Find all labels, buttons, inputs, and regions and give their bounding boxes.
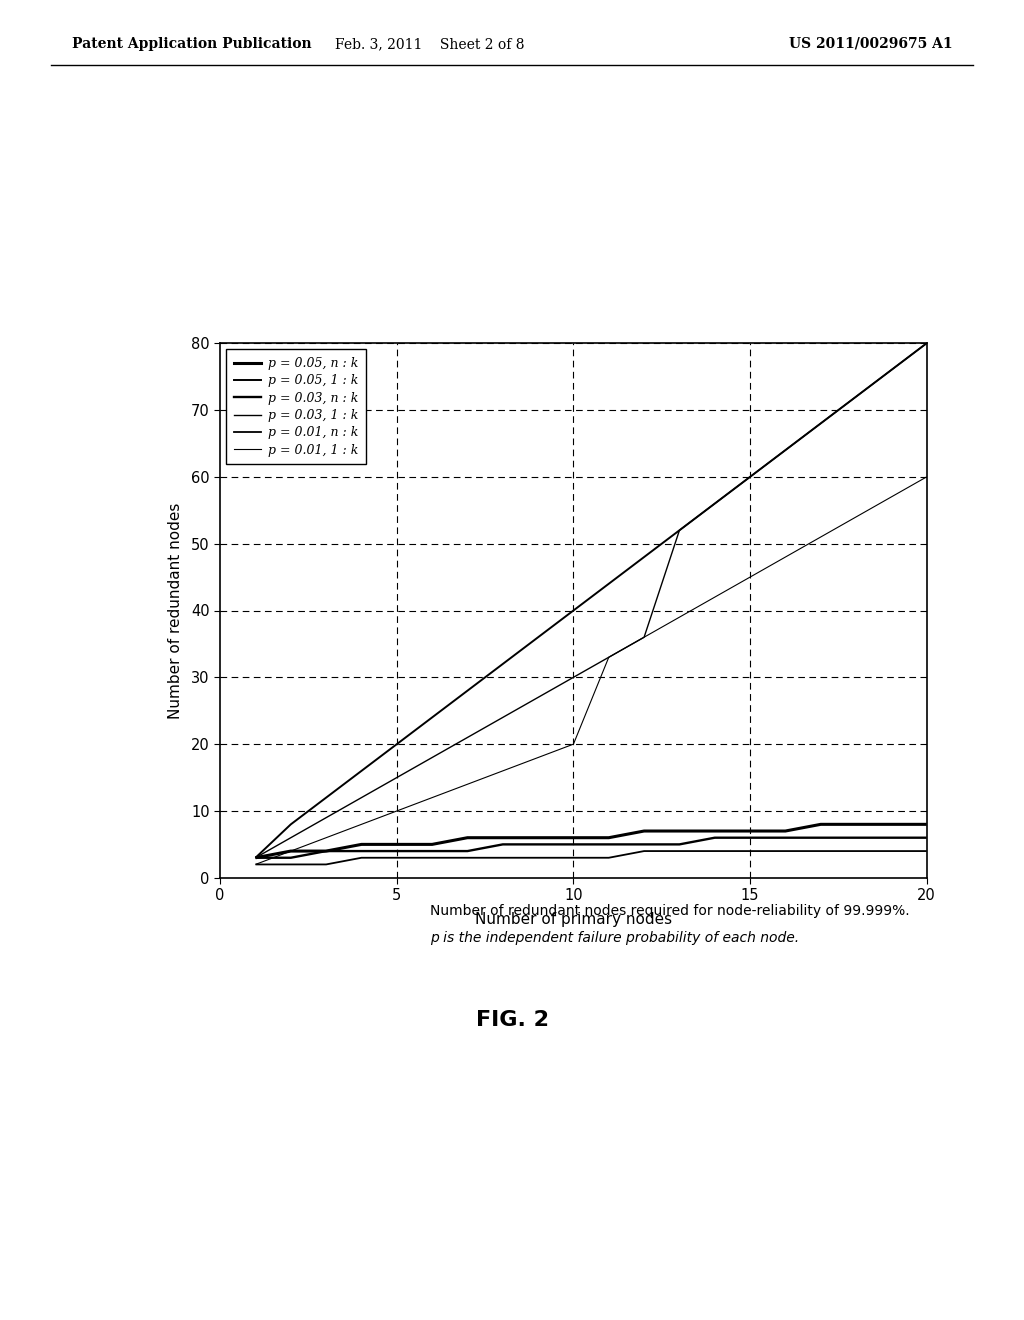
Text: Patent Application Publication: Patent Application Publication	[72, 37, 311, 51]
Text: FIG. 2: FIG. 2	[475, 1010, 549, 1030]
X-axis label: Number of primary nodes: Number of primary nodes	[475, 912, 672, 927]
Text: US 2011/0029675 A1: US 2011/0029675 A1	[788, 37, 952, 51]
Legend: p = 0.05, n : k, p = 0.05, 1 : k, p = 0.03, n : k, p = 0.03, 1 : k, p = 0.01, n : p = 0.05, n : k, p = 0.05, 1 : k, p = 0.…	[226, 350, 366, 465]
Text: Feb. 3, 2011    Sheet 2 of 8: Feb. 3, 2011 Sheet 2 of 8	[335, 37, 525, 51]
Text: Number of redundant nodes required for node-reliability of 99.999%.: Number of redundant nodes required for n…	[430, 904, 909, 919]
Text: p is the independent failure probability of each node.: p is the independent failure probability…	[430, 931, 799, 945]
Y-axis label: Number of redundant nodes: Number of redundant nodes	[168, 503, 182, 718]
